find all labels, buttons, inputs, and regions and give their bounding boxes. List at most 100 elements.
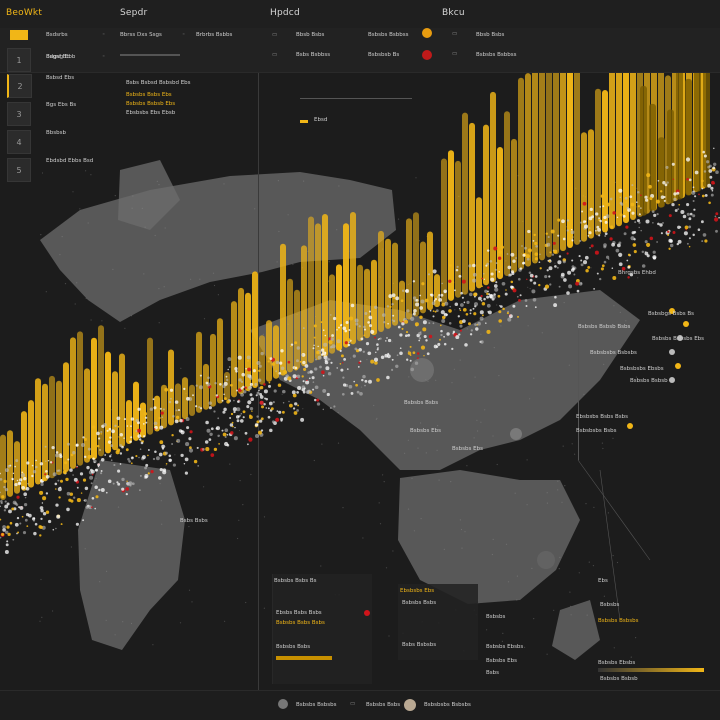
map-speck	[613, 647, 615, 649]
info-label: Bbsbsb	[46, 130, 66, 136]
right-list-item[interactable]: Bsbsbs Bsbsb Bsbs	[578, 324, 631, 330]
particle-dot	[631, 211, 635, 215]
particle-dot	[484, 289, 488, 293]
particle-dot	[389, 305, 392, 309]
map-speck	[238, 519, 240, 521]
particle-dot	[326, 392, 330, 397]
sidebar-item-5[interactable]: 5	[7, 158, 31, 182]
particle-dot	[483, 278, 486, 280]
map-speck	[242, 504, 244, 506]
map-speck	[360, 386, 363, 388]
particle-dot	[701, 240, 704, 243]
particle-dot	[248, 385, 252, 390]
particle-dot	[588, 227, 591, 229]
particle-dot	[347, 343, 351, 347]
particle-dot	[278, 371, 282, 375]
right-list-item[interactable]: Bsbsbsbs Bsbs	[576, 428, 617, 434]
particle-dot	[84, 486, 89, 491]
particle-dot	[11, 477, 14, 481]
particle-dot	[443, 289, 447, 294]
particle-dot	[465, 312, 469, 316]
particle-dot	[236, 400, 240, 403]
particle-dot	[117, 425, 120, 428]
panel-bottom-mid: Ebsbsbs Ebs Bsbsbs Bsbs Bsbs Bsbsbs	[398, 584, 478, 660]
footer-item[interactable]: Bsbsbs Bsbs	[366, 702, 401, 708]
particle-dot	[715, 170, 719, 174]
particle-dot	[677, 225, 681, 230]
particle-dot	[549, 283, 552, 286]
particle-dot	[445, 313, 449, 316]
right-list-item[interactable]: Bsbsbsbs Ebsbs	[620, 366, 664, 372]
particle-dot	[469, 333, 473, 336]
right-list-item[interactable]: Bsbsbgs Bsbs Bs	[648, 311, 694, 317]
tab-regions[interactable]: Hpdcd	[270, 8, 300, 18]
particle-dot	[244, 386, 247, 389]
map-speck	[635, 637, 637, 639]
particle-dot	[688, 225, 692, 229]
particle-dot	[90, 506, 93, 509]
particle-dot	[44, 445, 47, 448]
particle-dot	[268, 401, 273, 406]
particle-dot	[27, 482, 29, 485]
map-speck	[526, 504, 528, 506]
map-speck	[392, 550, 394, 552]
map-speck	[391, 341, 393, 343]
map-speck	[40, 234, 42, 236]
particle-dot	[24, 496, 27, 499]
particle-dot	[633, 238, 636, 241]
particle-dot	[200, 407, 203, 410]
particle-dot	[340, 323, 343, 326]
bar-mark	[560, 36, 566, 252]
right-list-item[interactable]: Bsbsbs Bsbsb	[630, 378, 668, 384]
particle-dot	[121, 487, 125, 491]
bar-mark	[676, 62, 683, 200]
particle-dot	[456, 265, 459, 269]
map-speck	[164, 446, 166, 448]
right-list-item[interactable]: Bsbsbsbs Bsbsbs	[590, 350, 637, 356]
tab-data[interactable]: Bkcu	[442, 8, 465, 18]
particle-dot	[495, 262, 498, 265]
particle-dot	[538, 283, 541, 287]
particle-dot	[303, 387, 306, 390]
map-speck	[302, 408, 304, 410]
particle-dot	[517, 315, 519, 318]
tab-overview[interactable]: BeoWkt	[6, 8, 43, 18]
footer-item[interactable]: Bsbsbs Bsbsbs	[296, 702, 337, 708]
particle-dot	[629, 195, 633, 199]
particle-dot	[348, 328, 351, 332]
particle-dot	[82, 436, 85, 439]
landmass	[552, 600, 600, 660]
particle-dot	[702, 150, 705, 154]
particle-dot	[59, 479, 64, 483]
map-speck	[76, 282, 78, 284]
particle-dot	[392, 319, 396, 323]
particle-dot	[534, 241, 538, 246]
sidebar-item-3[interactable]: 3	[7, 102, 31, 126]
map-speck	[52, 610, 54, 612]
tab-reports[interactable]: Sepdr	[120, 8, 148, 18]
particle-dot	[247, 400, 252, 405]
sidebar-item-1[interactable]: 1	[7, 48, 31, 72]
particle-dot	[265, 397, 268, 401]
map-speck	[382, 474, 384, 476]
particle-band	[0, 147, 720, 569]
particle-dot	[6, 540, 9, 543]
particle-dot	[307, 371, 310, 374]
particle-dot	[709, 175, 713, 179]
particle-dot	[126, 481, 131, 487]
right-list-item[interactable]: Bsbsbs Bsbsbs Ebs	[652, 336, 705, 342]
map-speck	[496, 463, 498, 466]
particle-dot	[233, 436, 238, 441]
sidebar-item-2[interactable]: 2	[7, 74, 32, 98]
map-speck	[99, 581, 101, 583]
info-label: Ebsd	[314, 117, 328, 123]
footer-item[interactable]: Bsbsbsbs Bsbsbs	[424, 702, 471, 708]
right-list-item[interactable]: Ebsbsbs Bsbs Bsbs	[576, 414, 629, 420]
alert-dot-icon	[364, 610, 370, 616]
bar-mark	[336, 264, 342, 351]
particle-dot	[228, 366, 231, 368]
sidebar-item-4[interactable]: 4	[7, 130, 31, 154]
map-speck	[174, 454, 176, 456]
particle-dot	[352, 354, 356, 358]
bar-mark	[42, 383, 48, 482]
